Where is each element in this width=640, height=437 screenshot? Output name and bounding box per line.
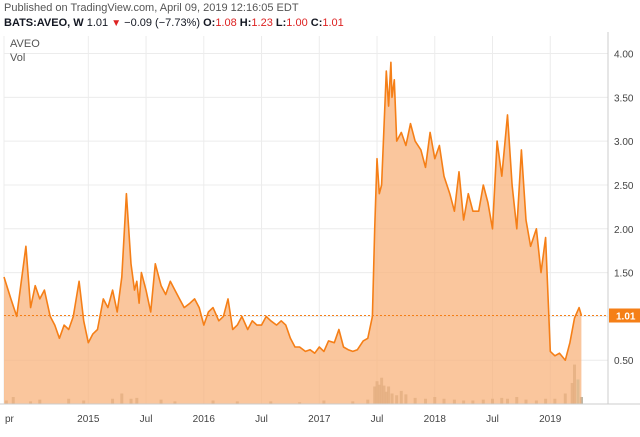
x-tick-label: Jul xyxy=(371,414,384,425)
open-label: O: xyxy=(203,17,216,29)
last-price: 1.01 xyxy=(86,17,109,29)
x-tick-label: Jul xyxy=(486,414,499,425)
x-tick-label: 2016 xyxy=(193,414,216,425)
volume-bar xyxy=(579,396,583,404)
close-label: C: xyxy=(310,17,323,29)
x-tick-label: pr xyxy=(5,414,15,425)
y-tick-label: 2.50 xyxy=(614,181,634,192)
down-arrow-icon: ▼ xyxy=(111,18,122,29)
x-tick-label: 2015 xyxy=(77,414,100,425)
high-label: H: xyxy=(239,17,252,29)
y-tick-label: 4.00 xyxy=(614,50,634,61)
x-tick-label: 2018 xyxy=(424,414,447,425)
y-tick-label: 3.50 xyxy=(614,93,634,104)
x-tick-label: Jul xyxy=(140,414,153,425)
last-price-tag xyxy=(609,308,640,323)
close-value: 1.01 xyxy=(322,17,344,29)
y-tick-label: 0.50 xyxy=(614,356,634,367)
price-area xyxy=(4,62,582,405)
low-label: L: xyxy=(275,17,287,29)
x-tick-label: 2019 xyxy=(539,414,562,425)
price-line xyxy=(3,61,583,361)
price-chart[interactable]: 0.501.001.502.002.503.003.504.00pr2015Ju… xyxy=(0,32,640,432)
y-tick-label: 3.00 xyxy=(614,137,634,148)
legend-symbol: AVEO xyxy=(10,38,40,50)
open-value: 1.08 xyxy=(215,17,237,29)
price-change: −0.09 (−7.73%) xyxy=(124,17,201,29)
low-value: 1.00 xyxy=(286,17,308,29)
high-value: 1.23 xyxy=(251,17,273,29)
y-tick-label: 2.00 xyxy=(614,225,634,236)
y-tick-label: 1.50 xyxy=(614,269,634,280)
legend-volume: Vol xyxy=(10,52,26,64)
x-tick-label: Jul xyxy=(255,414,268,425)
publish-info: Published on TradingView.com, April 09, … xyxy=(4,2,299,14)
ohlc-bar: BATS:AVEO, W 1.01 ▼ −0.09 (−7.73%) O:1.0… xyxy=(4,17,344,29)
symbol-label: BATS:AVEO, W xyxy=(4,17,84,29)
x-tick-label: 2017 xyxy=(308,414,331,425)
chart-area[interactable]: AVEO Vol 0.501.001.502.002.503.003.504.0… xyxy=(0,32,640,432)
last-price-tag-label: 1.01 xyxy=(616,312,636,323)
chart-header: Published on TradingView.com, April 09, … xyxy=(0,0,640,32)
